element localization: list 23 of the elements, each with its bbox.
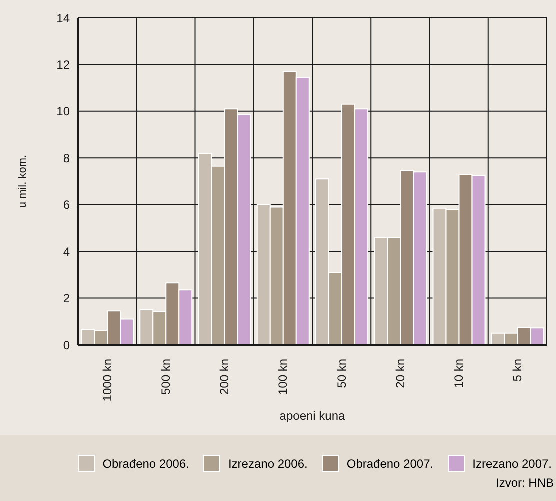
legend-label: Obrađeno 2007. [346, 456, 434, 470]
x-tick-label: 1000 kn [100, 359, 114, 402]
y-axis-title: u mil. kom. [16, 154, 29, 208]
x-tick-label: 100 kn [276, 359, 290, 396]
legend-label: Izrezano 2007. [472, 456, 552, 470]
text: Izvor: HNB [494, 476, 555, 490]
x-tick-label: 50 kn [334, 359, 349, 388]
x-tick-label: 500 kn [158, 359, 173, 396]
x-tick-label: 10 kn [452, 359, 466, 388]
x-axis-title: apoeni kuna [280, 409, 346, 423]
y-tick-label: 8 [63, 151, 70, 166]
y-tick-label: 2 [63, 292, 70, 306]
legend-label: Obrađeno 2006. [102, 456, 190, 470]
y-tick-label: 4 [63, 244, 70, 259]
y-tick-label: 6 [63, 198, 70, 212]
y-tick-label: 0 [63, 338, 70, 352]
x-tick-label: 20 kn [393, 359, 408, 388]
y-tick-label: 10 [56, 104, 70, 119]
x-tick-label: 5 kn [510, 359, 525, 382]
y-tick-label: 12 [56, 58, 70, 72]
y-tick-label: 14 [56, 11, 70, 26]
x-tick-label: 200 kn [218, 359, 232, 396]
legend-label: Izrezano 2006. [228, 456, 308, 470]
